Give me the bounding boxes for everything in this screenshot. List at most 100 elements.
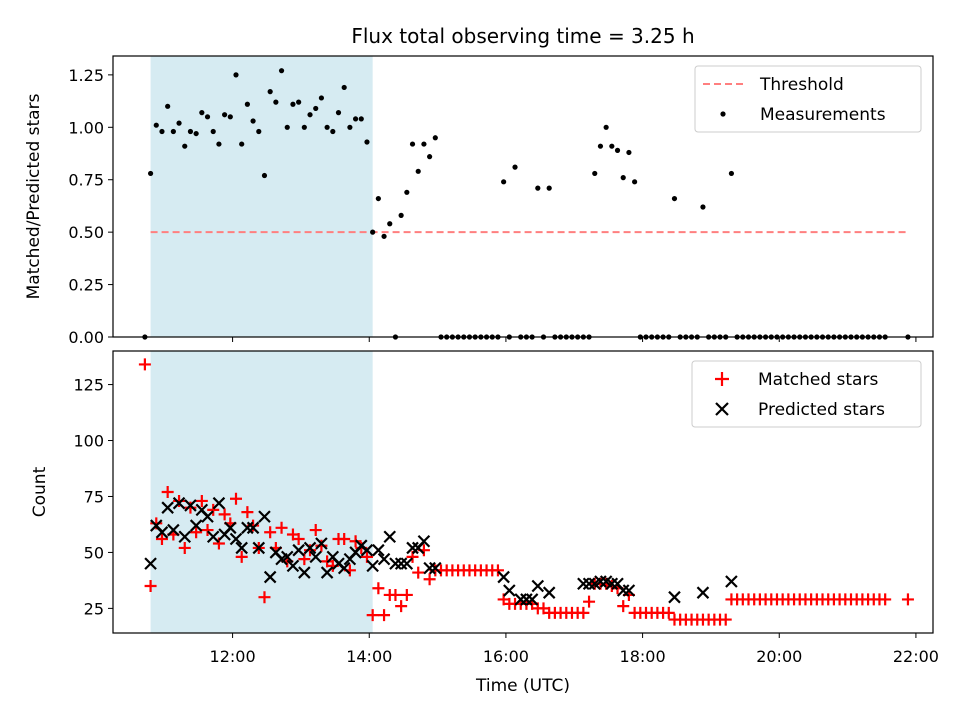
- measurement-point: [626, 149, 632, 156]
- measurement-point: [324, 124, 330, 130]
- matched-star-marker: [155, 533, 168, 545]
- y-tick-label: 0.50: [68, 223, 104, 242]
- predicted-star-marker: [531, 579, 545, 593]
- measurement-point: [170, 128, 176, 135]
- matched-star-marker: [372, 582, 385, 595]
- measurement-point: [364, 139, 370, 145]
- measurement-point: [216, 141, 222, 147]
- predicted-star-marker: [372, 543, 385, 557]
- x-tick-label: 14:00: [346, 647, 392, 666]
- measurement-point: [421, 141, 427, 147]
- y-tick-label: 50: [84, 543, 104, 562]
- predicted-star-marker: [668, 590, 681, 604]
- measurement-point: [620, 175, 626, 181]
- predicted-star-marker: [286, 559, 300, 573]
- predicted-star-marker: [423, 561, 436, 575]
- predicted-star-marker: [235, 541, 248, 555]
- measurement-point: [296, 99, 302, 105]
- measurement-point: [609, 143, 615, 149]
- measurement-point: [301, 124, 307, 130]
- x-tick-label: 20:00: [756, 647, 802, 666]
- matched-star-marker: [195, 494, 208, 507]
- matched-star-marker: [178, 541, 191, 554]
- y-tick-label: 125: [73, 376, 104, 395]
- matched-star-marker: [315, 539, 328, 552]
- x-tick-label: 22:00: [893, 647, 939, 666]
- matched-star-marker: [719, 613, 732, 626]
- predicted-star-marker: [616, 584, 630, 597]
- y-tick-label: 1.25: [68, 66, 104, 85]
- matched-star-marker: [161, 486, 174, 498]
- measurement-point: [341, 84, 347, 91]
- predicted-star-marker: [144, 557, 157, 570]
- measurement-point: [199, 110, 205, 116]
- predicted-star-marker: [337, 561, 351, 575]
- predicted-star-marker: [189, 519, 203, 532]
- matched-star-marker: [400, 588, 413, 601]
- predicted-star-marker: [383, 530, 397, 544]
- measurements-legend-swatch: [720, 111, 726, 117]
- ratio-plot-frame: [112, 55, 934, 338]
- measurement-point: [671, 195, 678, 202]
- predicted-star-marker: [366, 559, 379, 573]
- measurement-point: [210, 128, 216, 135]
- count-y-label: Count: [30, 466, 50, 517]
- measurement-point: [512, 164, 518, 170]
- predicted-star-marker: [263, 570, 277, 584]
- measurements-legend-label: Measurements: [760, 105, 886, 125]
- predicted-star-marker: [224, 521, 237, 535]
- predicted-star-marker: [377, 552, 391, 566]
- predicted-star-marker: [252, 541, 266, 555]
- measurement-point: [290, 101, 296, 107]
- predicted-star-marker: [280, 550, 294, 564]
- matched-legend-swatch: [715, 372, 729, 386]
- measurement-point: [427, 154, 433, 160]
- predicted-star-marker: [417, 534, 431, 548]
- matched-star-marker: [190, 526, 203, 539]
- predicted-star-marker: [246, 521, 260, 535]
- matched-star-marker: [275, 521, 288, 534]
- predicted-legend-swatch: [715, 402, 729, 416]
- measurement-point: [256, 128, 262, 135]
- x-tick-label: 18:00: [620, 647, 666, 666]
- measurement-point: [381, 233, 387, 239]
- measurement-point: [307, 112, 313, 118]
- matched-star-marker: [491, 564, 504, 577]
- measurement-point: [614, 147, 621, 153]
- predicted-star-marker: [258, 510, 271, 523]
- measurement-point: [597, 143, 604, 149]
- predicted-star-marker: [292, 543, 305, 557]
- predicted-star-marker: [161, 501, 174, 514]
- matched-star-points: [138, 358, 914, 626]
- matched-star-marker: [583, 595, 596, 608]
- measurement-point: [415, 168, 421, 174]
- count-plot-frame: [112, 350, 934, 634]
- matched-star-marker: [173, 494, 186, 507]
- count-legend-box: [691, 360, 922, 428]
- matched-star-marker: [395, 600, 408, 613]
- measurement-point: [375, 195, 381, 202]
- matched-star-marker: [378, 609, 391, 622]
- count-y-axis: 25 50 75 100 125: [73, 376, 113, 618]
- predicted-star-marker: [497, 570, 510, 584]
- observing-window-shade: [150, 56, 373, 337]
- predicted-star-marker: [389, 557, 402, 570]
- y-tick-label: 25: [84, 599, 104, 618]
- measurement-point: [432, 135, 438, 141]
- measurement-point: [313, 105, 319, 112]
- count-x-axis: 12:00 14:00 16:00 18:00 20:00 22:00: [210, 633, 939, 666]
- predicted-star-marker: [622, 584, 636, 597]
- matched-star-marker: [235, 550, 248, 563]
- matched-star-marker: [577, 606, 590, 619]
- predicted-star-marker: [360, 543, 374, 557]
- measurement-point: [546, 185, 552, 191]
- predicted-star-marker: [298, 566, 311, 579]
- matched-star-marker: [264, 526, 277, 539]
- measurement-point: [187, 128, 194, 135]
- ratio-y-label: Matched/Predicted stars: [24, 93, 44, 299]
- predicted-star-marker: [172, 496, 186, 510]
- predicted-star-marker: [725, 575, 738, 588]
- matched-star-marker: [366, 609, 379, 622]
- measurement-point: [244, 101, 250, 107]
